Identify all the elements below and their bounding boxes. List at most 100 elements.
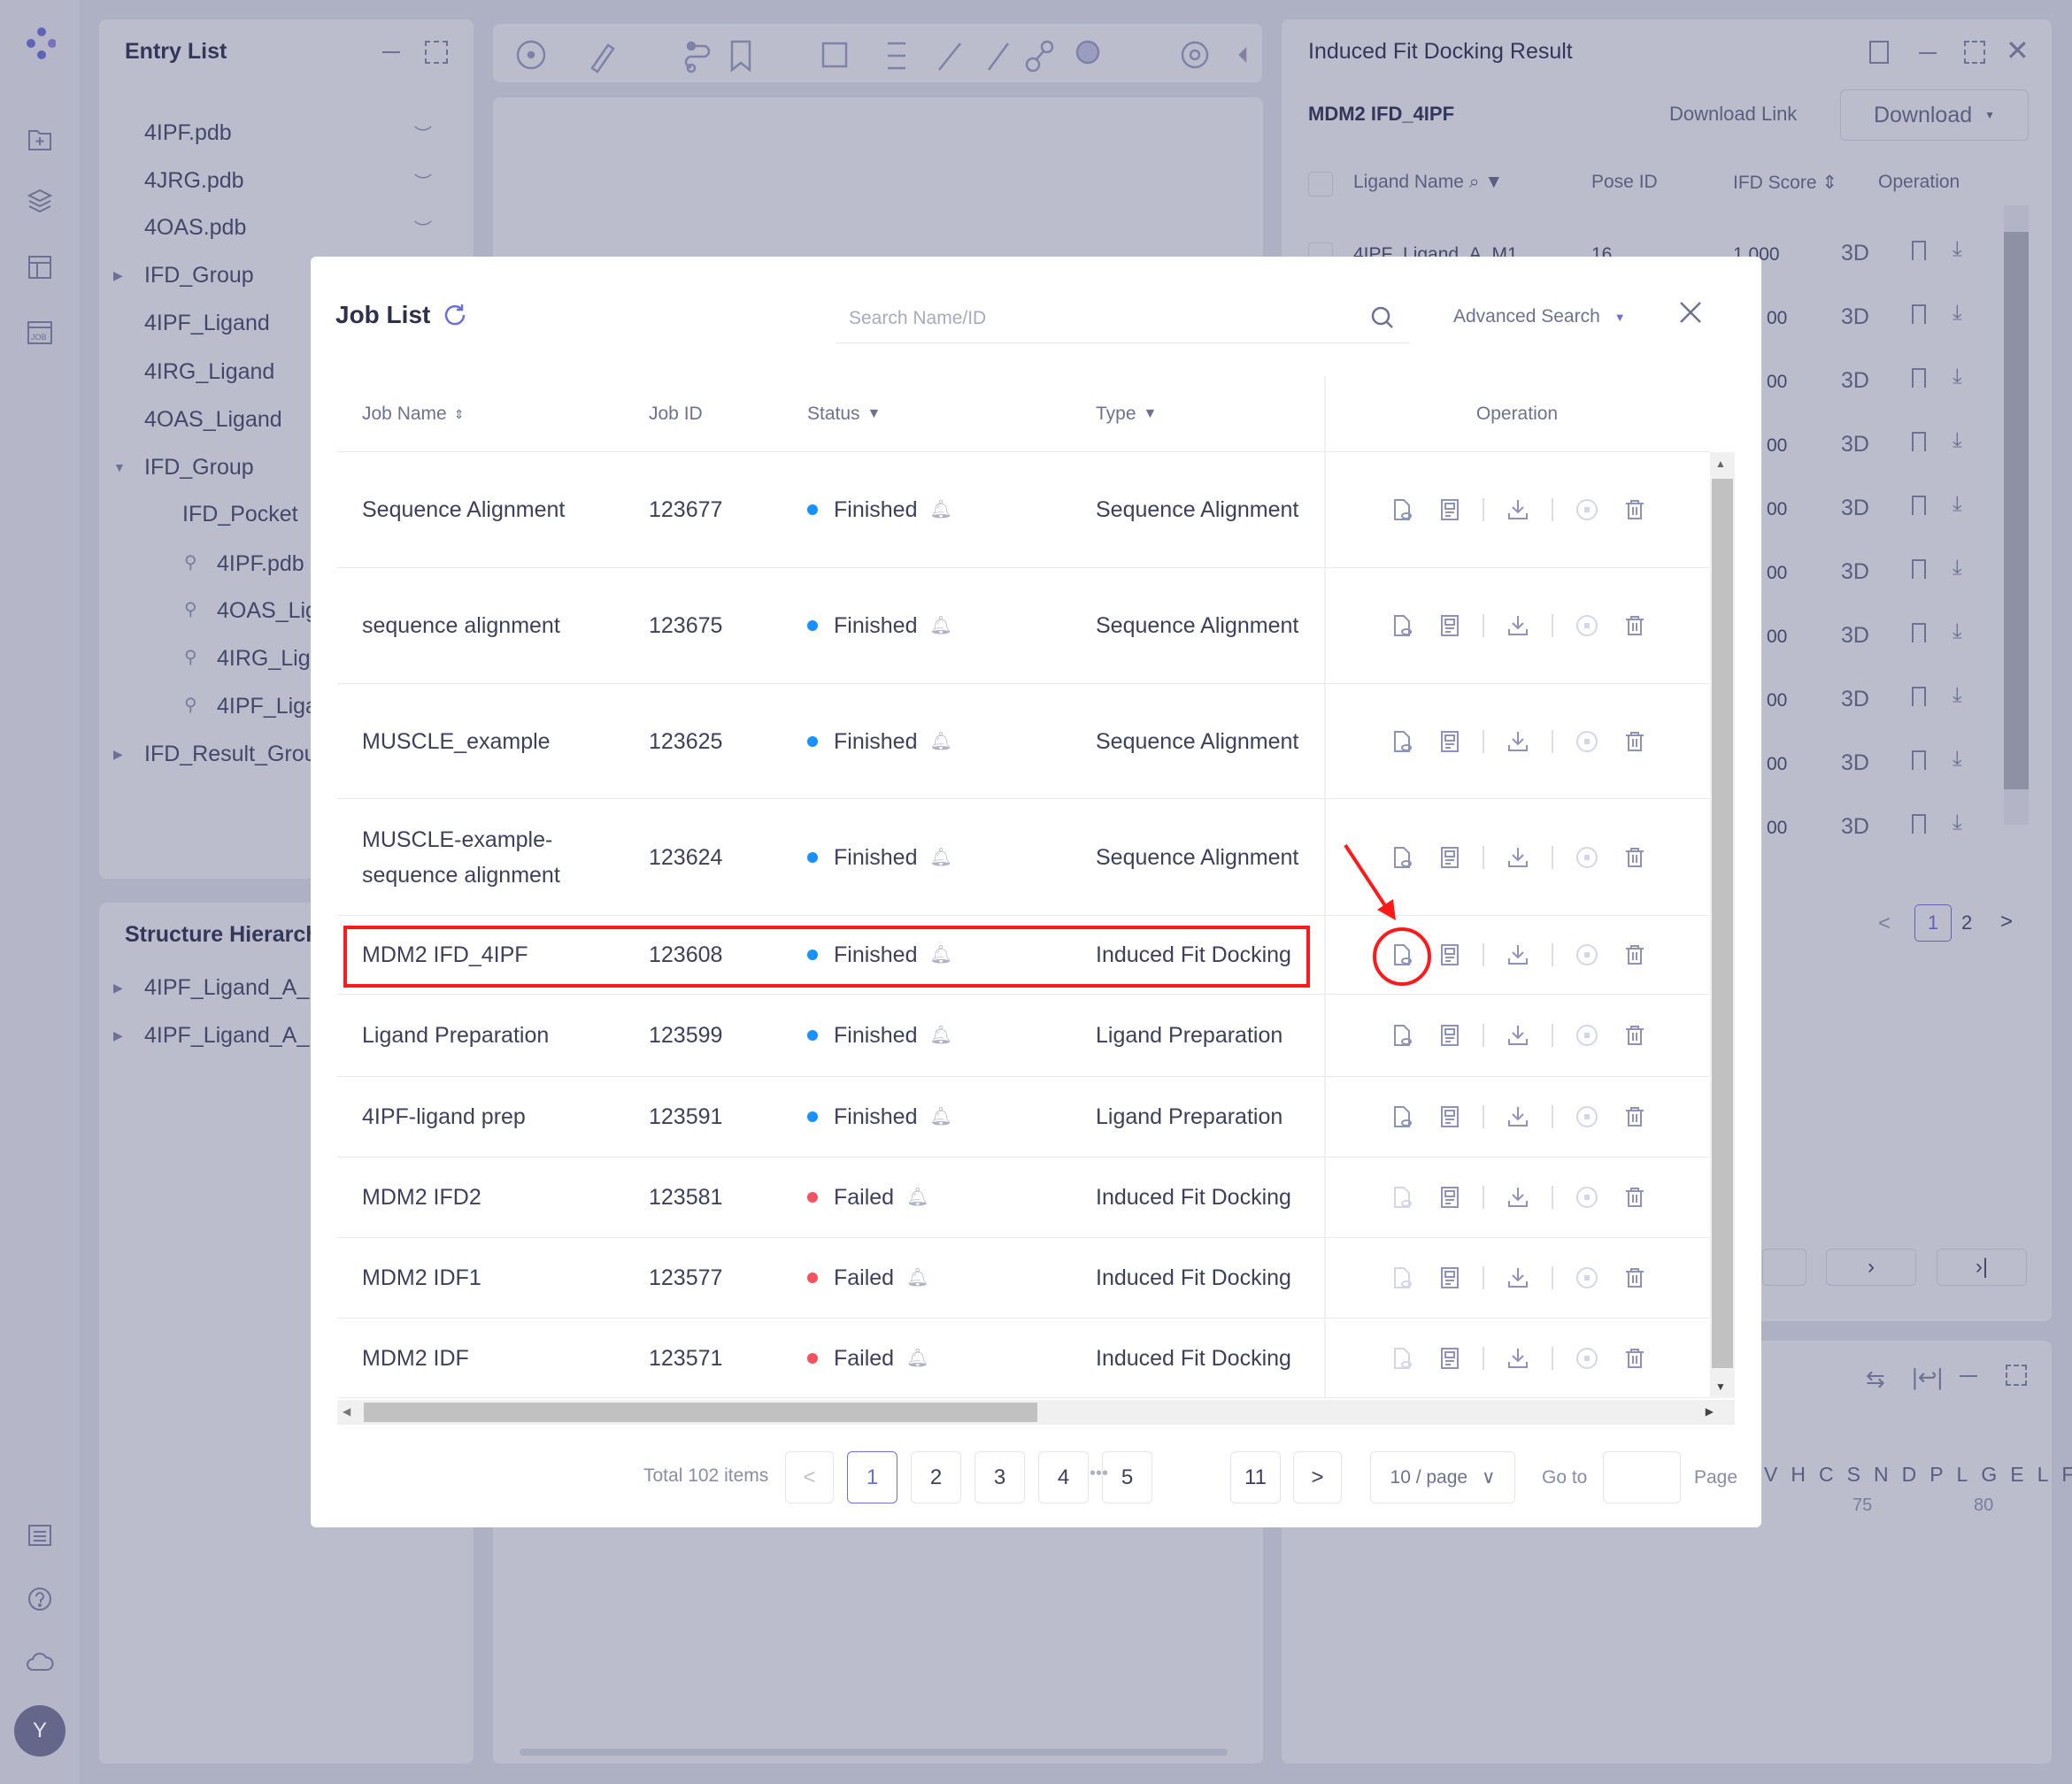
delete-icon[interactable] xyxy=(1622,1346,1647,1371)
eye-closed-icon[interactable]: ︶ xyxy=(414,173,432,193)
select-all-checkbox[interactable] xyxy=(1308,172,1333,196)
job-row[interactable]: MUSCLE_example 123625 Finished 🔔︎ Sequence A… xyxy=(337,684,1710,799)
next-button[interactable]: › xyxy=(1826,1249,1916,1286)
residue-letter[interactable]: P xyxy=(1930,1463,1945,1486)
view-3d-button[interactable]: 3D xyxy=(1841,814,1869,839)
minimize-icon[interactable] xyxy=(1960,1375,1977,1377)
entry-item[interactable]: IFD_Pocket xyxy=(182,502,298,527)
minimize-icon[interactable] xyxy=(1919,52,1937,54)
maximize-icon[interactable] xyxy=(2006,1365,2027,1386)
filter-icon[interactable]: ▼ xyxy=(867,406,882,421)
entry-item[interactable]: 4IPF.pdb xyxy=(217,551,304,576)
download-icon[interactable]: ⤓ xyxy=(1953,556,1962,580)
bookmark-icon[interactable] xyxy=(1912,559,1926,579)
notification-bell-icon[interactable]: 🔔︎ xyxy=(906,1348,929,1368)
view-3d-button[interactable]: 3D xyxy=(1841,687,1869,711)
page-button-2[interactable]: 2 xyxy=(911,1451,961,1503)
table-icon[interactable] xyxy=(24,251,56,283)
entry-item[interactable]: 4OAS.pdb xyxy=(144,215,247,240)
search-icon[interactable] xyxy=(1370,305,1395,330)
list-icon[interactable] xyxy=(24,1519,56,1551)
stop-icon[interactable] xyxy=(1575,497,1599,522)
stop-icon[interactable] xyxy=(1575,1104,1599,1129)
job-name[interactable]: MDM2 IFD_4IPF xyxy=(362,942,528,967)
ifd-score-header[interactable]: IFD Score ⇕ xyxy=(1733,173,1837,193)
prev-button[interactable] xyxy=(1762,1249,1806,1286)
notification-bell-icon[interactable]: 🔔︎ xyxy=(929,847,952,867)
bookmark-icon[interactable] xyxy=(1912,432,1926,451)
copy-icon[interactable] xyxy=(1869,41,1889,64)
page-button-3[interactable]: 3 xyxy=(974,1451,1025,1503)
notification-bell-icon[interactable]: 🔔︎ xyxy=(929,731,952,751)
result-row[interactable]: 00 3D ⤓ xyxy=(1282,414,2052,478)
status-header[interactable]: Status ▼ xyxy=(807,376,881,452)
close-icon[interactable]: ✕ xyxy=(2006,35,2030,66)
report-icon[interactable] xyxy=(1437,1023,1462,1048)
result-page-2[interactable]: 2 xyxy=(1961,911,1973,934)
report-icon[interactable] xyxy=(1437,497,1462,522)
swap-icon[interactable]: ⇆ xyxy=(1866,1365,1885,1392)
bookmark-icon[interactable] xyxy=(1912,304,1926,324)
download-icon[interactable] xyxy=(1506,942,1530,967)
residue-letter[interactable]: C xyxy=(1818,1463,1835,1486)
stop-icon[interactable] xyxy=(1575,613,1599,638)
notification-bell-icon[interactable]: 🔔︎ xyxy=(929,1107,952,1127)
delete-icon[interactable] xyxy=(1622,497,1647,522)
result-prev-page[interactable]: < xyxy=(1878,911,1891,935)
view-3d-button[interactable]: 3D xyxy=(1841,750,1869,775)
download-icon[interactable] xyxy=(1506,1185,1530,1210)
download-icon[interactable] xyxy=(1506,497,1530,522)
job-row[interactable]: Ligand Preparation 123599 Finished 🔔︎ Ligand… xyxy=(337,995,1710,1077)
viewer-scrollbar[interactable] xyxy=(520,1749,1228,1756)
result-row[interactable]: 00 3D ⤓ xyxy=(1282,796,2052,860)
delete-icon[interactable] xyxy=(1622,1023,1647,1048)
goto-input[interactable] xyxy=(1603,1451,1681,1503)
last-button[interactable]: ›| xyxy=(1937,1249,2027,1286)
vertical-scrollbar[interactable]: ▲ ▼ xyxy=(1710,452,1735,1398)
bookmark-icon[interactable] xyxy=(1912,623,1926,642)
close-icon[interactable] xyxy=(1678,300,1703,325)
residue-letter[interactable]: H xyxy=(1791,1463,1806,1486)
result-page-1[interactable]: 1 xyxy=(1914,904,1952,942)
job-name[interactable]: Ligand Preparation xyxy=(362,1023,550,1048)
stop-icon[interactable] xyxy=(1575,1265,1599,1290)
residue-letter[interactable]: S xyxy=(1846,1463,1861,1486)
maximize-icon[interactable] xyxy=(1964,41,1985,64)
result-scrollbar[interactable] xyxy=(2004,205,2029,825)
result-row[interactable]: 00 3D ⤓ xyxy=(1282,478,2052,542)
entry-item[interactable]: 4IPF_Ligand xyxy=(144,311,270,335)
help-icon[interactable] xyxy=(24,1583,56,1615)
download-icon[interactable]: ⤓ xyxy=(1953,747,1962,771)
download-icon[interactable]: ⤓ xyxy=(1953,683,1962,707)
view-result-icon[interactable] xyxy=(1390,1023,1414,1048)
residue-letter[interactable]: L xyxy=(1956,1463,1969,1486)
view-result-icon[interactable] xyxy=(1390,845,1414,870)
job-name[interactable]: sequence alignment xyxy=(362,613,560,638)
stop-icon[interactable] xyxy=(1575,1185,1599,1210)
result-row[interactable]: 00 3D ⤓ xyxy=(1282,733,2052,796)
residue-letter[interactable]: F xyxy=(2061,1463,2072,1486)
page-button-11[interactable]: 11 xyxy=(1230,1451,1281,1503)
job-row[interactable]: Sequence Alignment 123677 Finished 🔔︎ Sequen… xyxy=(337,452,1710,568)
caret-right-icon[interactable]: ▶ xyxy=(113,747,123,761)
avatar[interactable]: Y xyxy=(14,1705,65,1757)
maximize-icon[interactable] xyxy=(425,41,448,64)
scrollbar-thumb[interactable] xyxy=(364,1403,1037,1422)
report-icon[interactable] xyxy=(1437,1346,1462,1371)
job-row[interactable]: MDM2 IFD_4IPF 123608 Finished 🔔︎ Induced Fit… xyxy=(337,916,1710,995)
download-icon[interactable] xyxy=(1506,1023,1530,1048)
job-name[interactable]: MUSCLE_example xyxy=(362,728,551,754)
job-row[interactable]: MDM2 IDF 123571 Failed 🔔︎ Induced Fit Dockin… xyxy=(337,1319,1710,1398)
next-page-button[interactable]: > xyxy=(1293,1451,1342,1503)
logo-icon[interactable] xyxy=(24,27,56,59)
entry-item[interactable]: IFD_Result_Group xyxy=(144,742,329,766)
view-result-icon[interactable] xyxy=(1390,942,1414,967)
delete-icon[interactable] xyxy=(1622,613,1647,638)
job-name[interactable]: MDM2 IFD2 xyxy=(362,1185,481,1210)
report-icon[interactable] xyxy=(1437,1265,1462,1290)
bookmark-icon[interactable] xyxy=(1912,241,1926,260)
page-button-1[interactable]: 1 xyxy=(847,1451,897,1503)
layers-icon[interactable] xyxy=(24,185,56,217)
refresh-icon[interactable] xyxy=(442,302,468,328)
result-row[interactable]: 00 3D ⤓ xyxy=(1282,287,2052,350)
